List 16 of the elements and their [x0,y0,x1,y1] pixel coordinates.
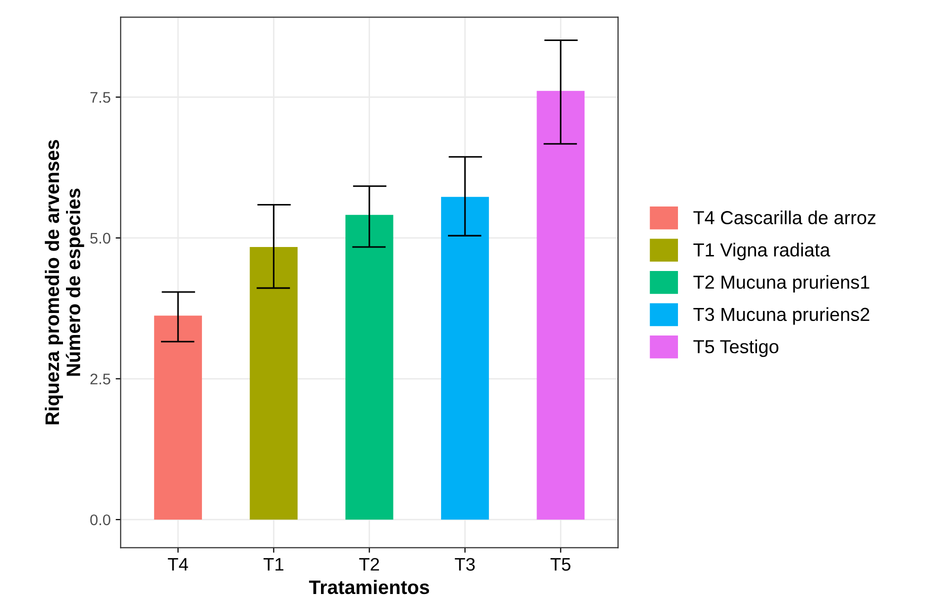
y-axis-title: Riqueza promedio de arvenses Número de especies [44,140,84,424]
x-tick-label: T4 [168,558,188,571]
y-tick-label: 0.0 [90,514,110,526]
legend-label: T5 Testigo [693,340,778,358]
y-tick-label: 5.0 [90,232,110,244]
y-tick-label: 2.5 [90,374,110,384]
x-tick-label: T1 [264,558,284,571]
x-tick-label: T3 [454,558,475,571]
y-tick-label: 7.5 [90,92,110,103]
legend-label: T4 Cascarilla de arroz [693,210,876,224]
x-axis-title: Tratamientos [309,580,430,594]
x-tick-label: T2 [359,558,379,571]
x-tick-label: T5 [550,558,570,571]
legend-label: T3 Mucuna pruriens2 [693,307,870,325]
legend-label: T1 Vigna radiata [693,242,830,260]
legend-label: T2 Mucuna pruriens1 [693,275,870,293]
